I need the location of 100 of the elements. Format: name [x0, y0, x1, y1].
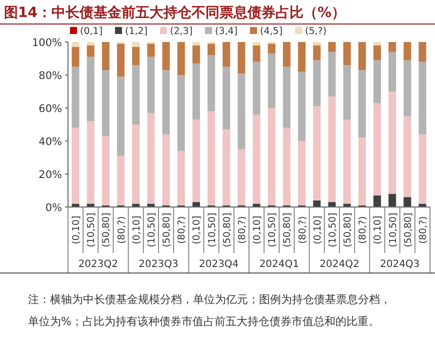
bar: [343, 65, 351, 120]
bar: [117, 44, 125, 77]
bar: [192, 202, 200, 207]
text: 2024Q1: [259, 259, 300, 270]
x-tick-label: (0,10]: [372, 216, 384, 244]
bar: [162, 134, 170, 206]
bar: [238, 42, 246, 74]
bar: [298, 141, 306, 206]
bar: [222, 66, 230, 130]
bar: [238, 73, 246, 150]
text: 2024Q3: [380, 259, 420, 270]
x-tick-label: (50,80]: [342, 212, 354, 248]
bar: [208, 111, 216, 206]
bar: [388, 92, 396, 194]
bar: [72, 42, 80, 47]
bar: [373, 103, 381, 196]
x-tick-label: (50,80]: [101, 212, 112, 248]
bar: [404, 197, 412, 207]
bar: [192, 63, 200, 120]
bar: [86, 121, 94, 204]
bar: [252, 45, 260, 62]
x-tick-label: (50,80]: [162, 212, 173, 248]
bar: [192, 45, 200, 64]
bar: [72, 204, 80, 207]
bar: [132, 46, 140, 66]
bar: [328, 202, 336, 207]
x-tick-label: (80,?): [176, 216, 188, 244]
bar: [313, 45, 321, 60]
legend-label: (5,?): [305, 26, 327, 37]
bar: [147, 44, 155, 57]
bar: [404, 116, 412, 198]
bar: [268, 54, 276, 108]
bar: [147, 112, 155, 204]
x-tick-label: (0,10]: [131, 216, 142, 244]
y-tick-label: 60%: [38, 103, 62, 115]
x-tick-label: (50,80]: [222, 212, 233, 248]
bar: [282, 42, 290, 67]
bar: [132, 42, 140, 47]
bar: [313, 60, 321, 106]
bar: [373, 195, 381, 207]
bar: [404, 60, 412, 116]
x-tick-label: (80,?): [358, 216, 369, 244]
bar: [343, 204, 351, 207]
bar: [86, 45, 94, 57]
bar: [388, 42, 396, 52]
bar: [102, 136, 110, 206]
bar: [388, 52, 396, 92]
y-tick-label: 40%: [38, 136, 62, 148]
bar: [177, 75, 185, 151]
bar: [268, 44, 276, 54]
bar: [86, 42, 94, 46]
bar: [418, 204, 426, 207]
x-tick-label: (80,?): [116, 216, 128, 244]
legend-label: (2,3]: [170, 26, 193, 37]
bar: [252, 62, 260, 115]
bar: [328, 52, 336, 96]
x-tick-label: (80,?): [418, 216, 429, 244]
y-tick-label: 100%: [32, 37, 62, 49]
bar: [177, 42, 185, 75]
x-tick-label: (80,?): [297, 216, 308, 244]
bar: [132, 65, 140, 124]
text: 单位为%；占比为持有该种债券市值占前五大持仓债券市值总和的比重。: [28, 315, 380, 328]
x-tick-label: (0,10]: [192, 216, 203, 244]
bar: [102, 70, 110, 136]
bar: [238, 149, 246, 206]
bar: [177, 150, 185, 206]
legend-label: (3,4]: [215, 26, 238, 37]
legend-label: (1,2]: [125, 26, 148, 37]
bar: [222, 129, 230, 206]
bar: [358, 138, 366, 206]
bar: [102, 42, 110, 70]
bar: [268, 108, 276, 206]
bar: [72, 46, 80, 67]
x-tick-label: (10,50]: [388, 212, 399, 248]
text: 2023Q3: [138, 259, 178, 270]
bar: [86, 204, 94, 207]
bar: [298, 72, 306, 141]
bar: [162, 70, 170, 134]
bar: [418, 134, 426, 204]
x-tick-label: (80,?): [236, 216, 248, 244]
bar: [132, 124, 140, 204]
bar: [373, 60, 381, 104]
bar: [313, 106, 321, 200]
bar: [208, 44, 216, 56]
bar: [72, 66, 80, 128]
x-tick-label: (10,50]: [267, 212, 278, 248]
x-tick-label: (50,80]: [402, 212, 414, 248]
text: 2023Q2: [78, 259, 118, 270]
bar: [418, 42, 426, 62]
bar: [388, 194, 396, 207]
bar: [252, 114, 260, 204]
x-tick-label: (10,50]: [86, 212, 98, 248]
bar: [298, 42, 306, 72]
x-tick-label: (0,10]: [252, 216, 264, 244]
legend-label: (4,5]: [260, 26, 283, 37]
bar: [418, 62, 426, 134]
bar: [328, 42, 336, 52]
bar: [132, 204, 140, 207]
bar: [282, 66, 290, 128]
x-tick-label: (0,10]: [71, 216, 82, 244]
